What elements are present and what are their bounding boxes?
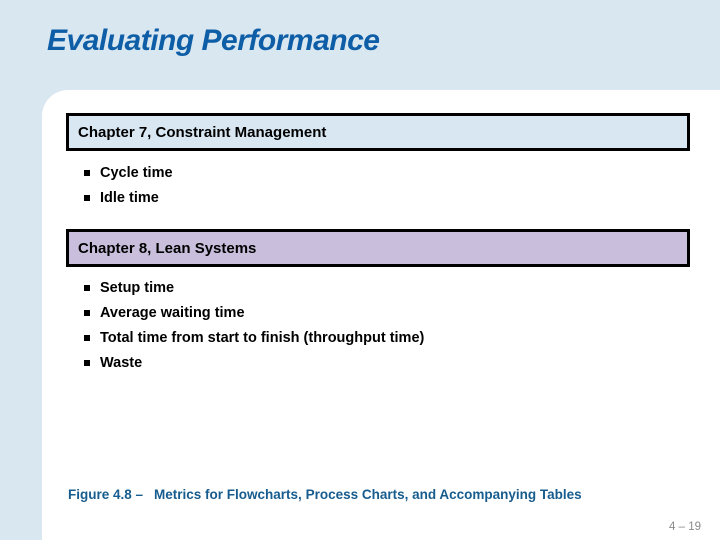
section-header-chapter8: Chapter 8, Lean Systems <box>66 229 690 267</box>
list-item: Cycle time <box>84 160 173 185</box>
section-header-chapter7: Chapter 7, Constraint Management <box>66 113 690 151</box>
figure-caption-text: Metrics for Flowcharts, Process Charts, … <box>154 487 582 502</box>
bullet-label: Average waiting time <box>100 304 245 321</box>
figure-label: Figure 4.8 – <box>68 487 144 502</box>
bullet-label: Setup time <box>100 279 175 296</box>
list-item: Total time from start to finish (through… <box>84 325 424 350</box>
bullet-label: Cycle time <box>100 164 173 181</box>
list-item: Idle time <box>84 185 173 210</box>
content-card <box>42 90 720 540</box>
bullet-label: Idle time <box>100 189 159 206</box>
section-header-chapter8-label: Chapter 8, Lean Systems <box>78 239 257 257</box>
figure-caption: Figure 4.8 – Metrics for Flowcharts, Proc… <box>68 487 582 502</box>
bullet-square-icon <box>84 334 90 341</box>
bullet-list-chapter7: Cycle time Idle time <box>84 160 173 210</box>
bullet-label: Waste <box>100 354 143 371</box>
bullet-square-icon <box>84 309 90 316</box>
bullet-square-icon <box>84 359 90 366</box>
bullet-label: Total time from start to finish (through… <box>100 329 425 346</box>
bullet-list-chapter8: Setup time Average waiting time Total ti… <box>84 275 424 375</box>
list-item: Waste <box>84 350 424 375</box>
bullet-square-icon <box>84 194 90 201</box>
list-item: Setup time <box>84 275 424 300</box>
slide-title: Evaluating Performance <box>47 24 380 57</box>
page-number: 4 – 19 <box>669 521 701 533</box>
bullet-square-icon <box>84 284 90 291</box>
bullet-square-icon <box>84 169 90 176</box>
list-item: Average waiting time <box>84 300 424 325</box>
section-header-chapter7-label: Chapter 7, Constraint Management <box>78 123 327 141</box>
